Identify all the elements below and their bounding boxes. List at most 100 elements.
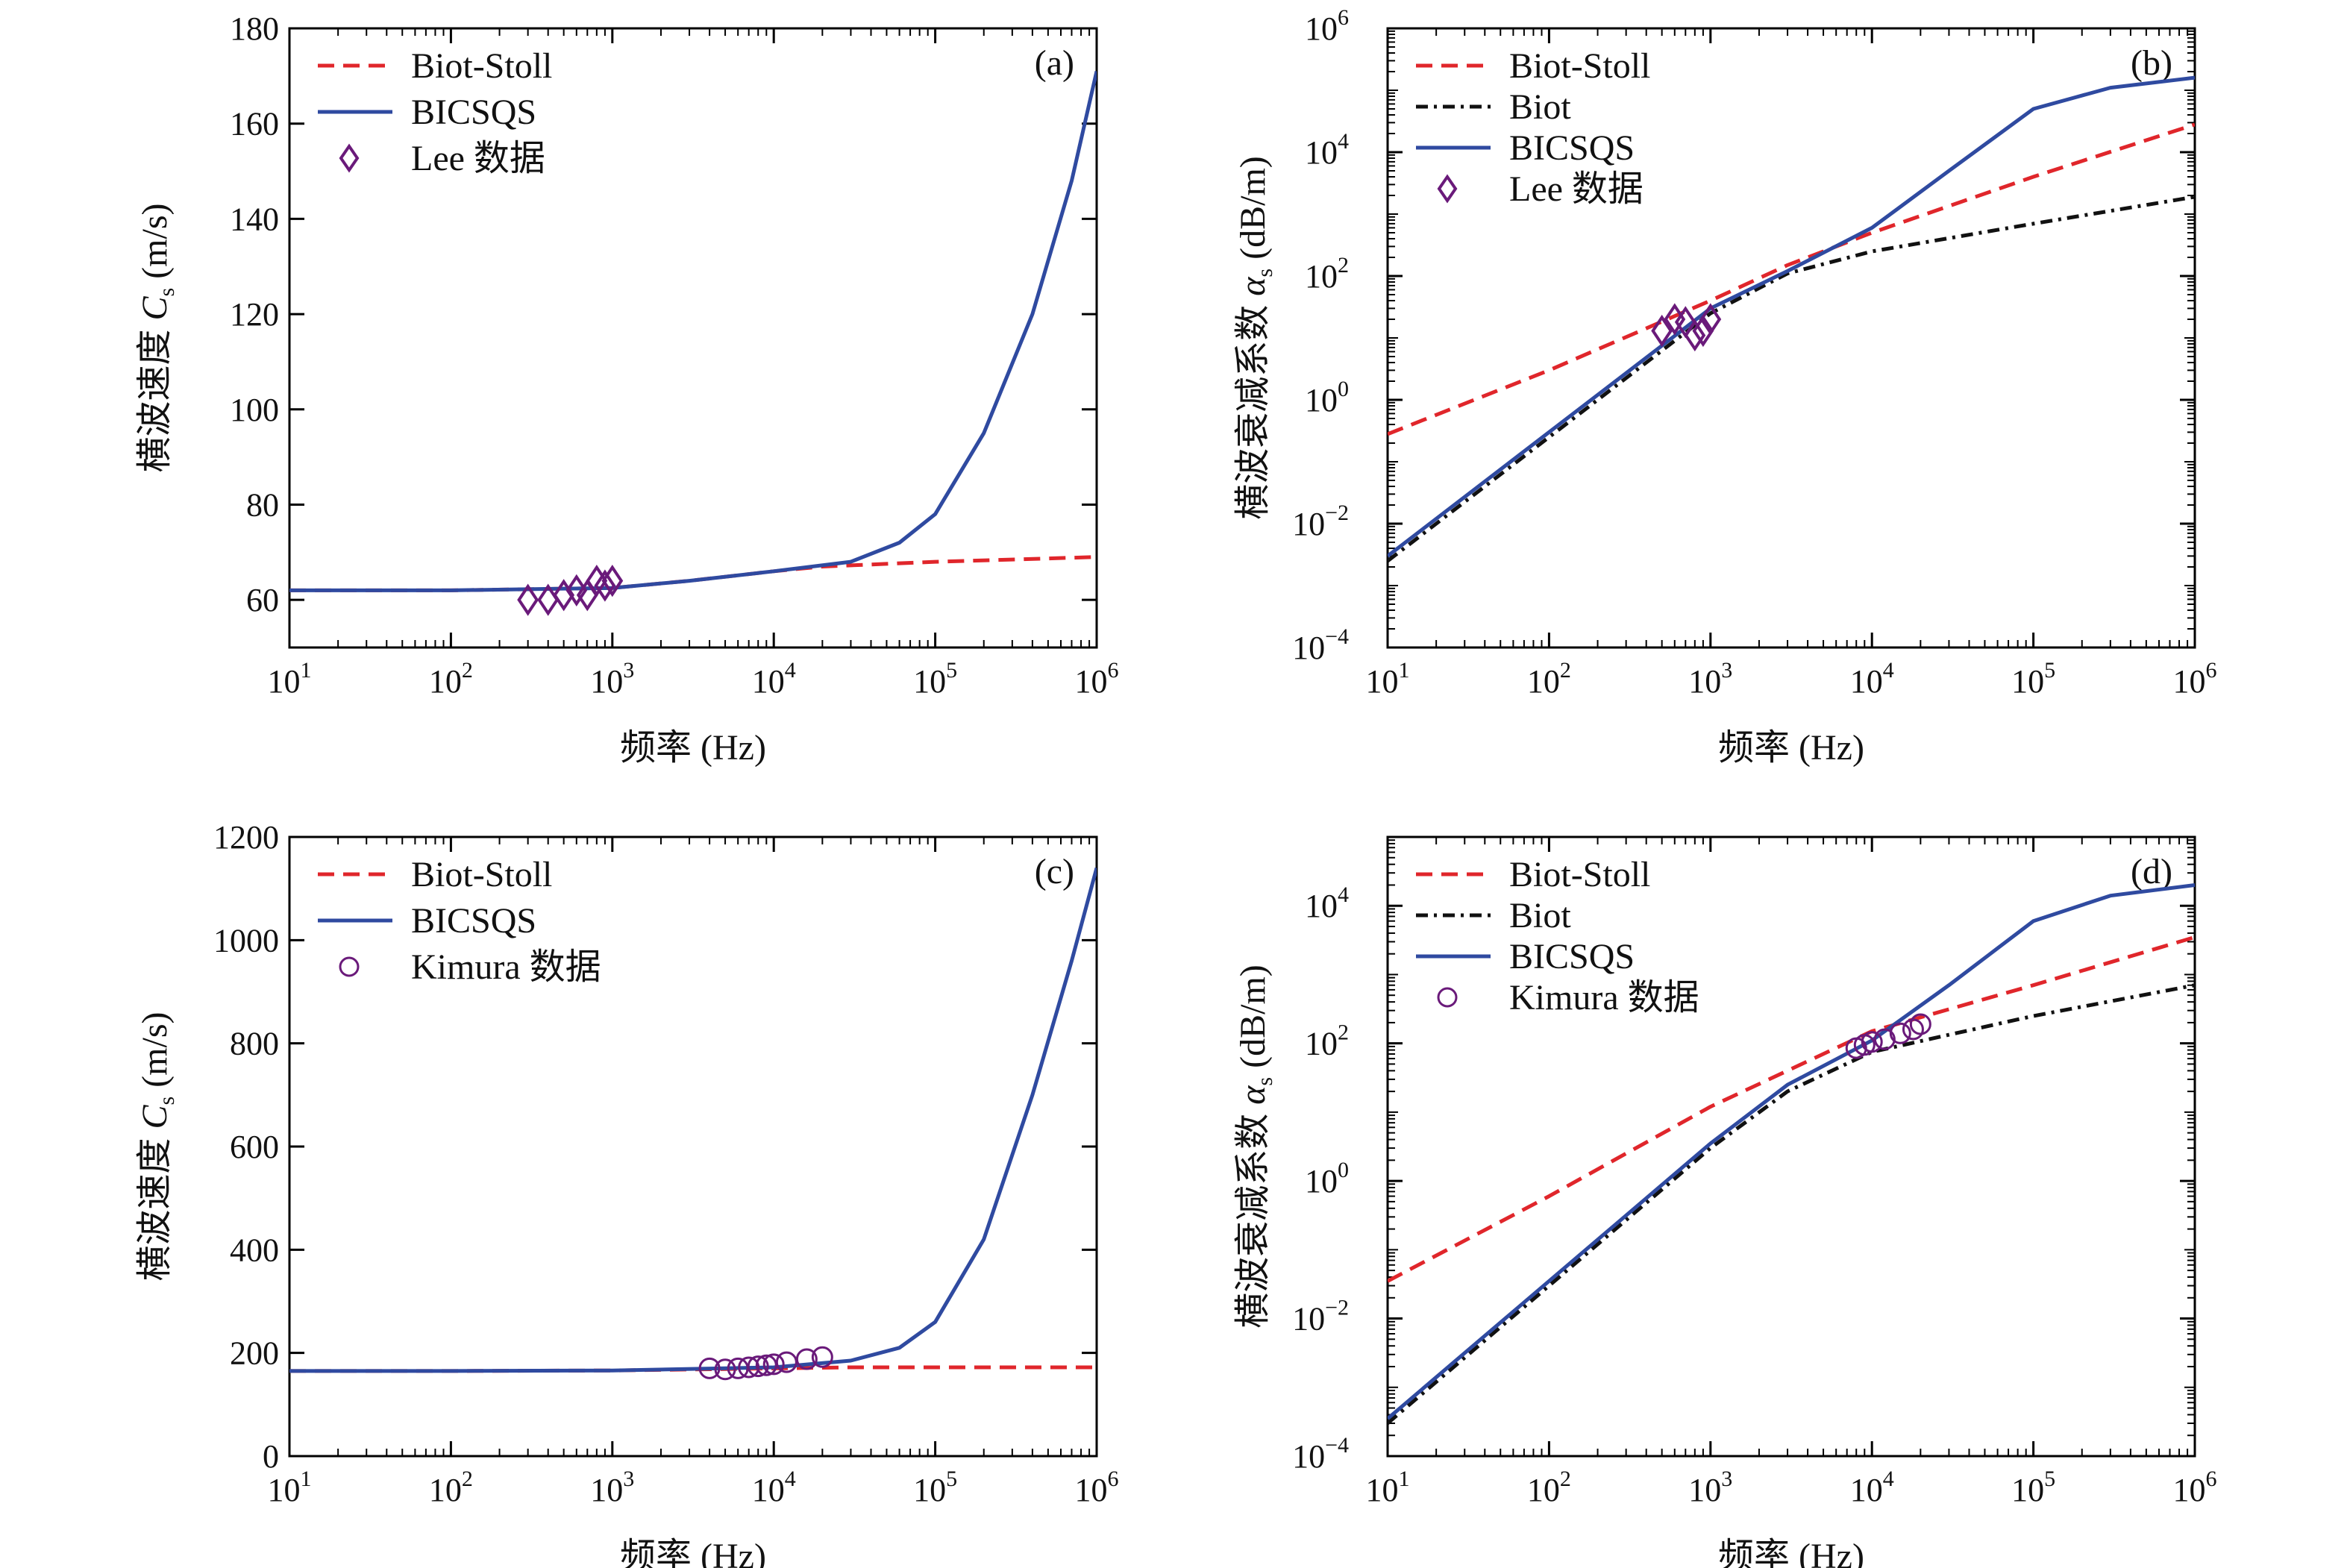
y-tick-base: 120 [230,296,279,333]
legend-label: Biot-Stoll [411,46,552,86]
x-tick-label: 104 [1850,658,1894,700]
series-line-biot [1388,195,2195,562]
x-tick-exponent: 4 [785,1467,796,1491]
x-tick-label: 101 [268,658,312,700]
data-marker [1651,314,1673,348]
y-axis-label: 横波速度 Cs (m/s) [135,1012,179,1281]
y-tick-base: 1200 [213,819,279,856]
panel-c: 101 102 103 104 105 106020040060080010001200频… [135,819,1119,1568]
y-tick-label: 0 [263,1438,279,1475]
x-tick-exponent: 2 [1560,1467,1571,1491]
y-tick-exponent: 6 [1338,5,1349,30]
y-tick-label: 104 [1305,129,1349,171]
x-tick-base: 10 [1688,663,1721,700]
x-tick-exponent: 5 [2044,658,2055,683]
y-tick-base: 140 [230,201,279,237]
data-marker [1692,314,1714,348]
x-tick-label: 102 [429,1467,473,1508]
x-tick-exponent: 1 [301,1467,312,1491]
panel-label: (a) [1035,43,1074,83]
y-axis-label-subscript: s [1253,269,1277,277]
x-tick-label: 104 [752,658,796,700]
y-tick-base: 10 [1305,134,1338,171]
y-axis-label-main: 横波速度 [135,1129,175,1282]
x-tick-base: 10 [1366,663,1399,700]
legend-label: Biot-Stoll [411,855,552,894]
plot-frame [1386,835,2196,1458]
y-tick-base: 10 [1305,1163,1338,1199]
y-tick-exponent: 0 [1338,1158,1349,1182]
data-marker [1699,303,1722,336]
y-tick-base: 600 [230,1129,279,1165]
y-tick-exponent: −2 [1325,1296,1349,1320]
x-tick-exponent: 1 [1399,658,1410,683]
x-tick-exponent: 4 [785,658,796,683]
y-tick-label: 180 [230,10,279,47]
data-marker [795,1348,818,1370]
data-marker [553,579,575,612]
legend-label: BICSQS [1509,128,1635,168]
y-tick-label: 800 [230,1026,279,1062]
panel-b: 101 102 103 104 105 10610−410−2100102104106频率… [1233,5,2217,768]
legend-swatch [1437,174,1458,204]
x-tick-label: 101 [1366,658,1410,700]
y-tick-label: 60 [246,582,279,618]
y-axis-label-symbol: C [135,296,175,321]
x-tick-base: 10 [429,663,462,700]
y-tick-label: 10−4 [1292,624,1349,666]
y-axis-label-symbol: α [1233,1085,1273,1105]
x-tick-base: 10 [1075,1472,1108,1508]
legend-swatch [339,956,360,977]
x-tick-exponent: 1 [301,658,312,683]
data-marker [517,583,539,616]
legend-label: Biot [1509,896,1571,935]
x-tick-exponent: 6 [1108,658,1119,683]
y-tick-exponent: −4 [1325,1433,1349,1458]
y-axis-label-main: 横波速度 [135,321,175,473]
y-tick-label: 10−4 [1292,1433,1349,1475]
x-tick-base: 10 [429,1472,462,1508]
series-group [289,867,1097,1373]
x-tick-base: 10 [1850,663,1883,700]
series-line-biot-stoll [1388,122,2195,436]
series-line-biot-stoll [289,555,1097,592]
y-tick-base: 10 [1305,10,1338,47]
legend-label: BICSQS [411,901,536,941]
y-tick-label: 100 [1305,1158,1349,1199]
x-tick-exponent: 6 [1108,1467,1119,1491]
y-tick-base: 0 [263,1438,279,1475]
y-tick-label: 600 [230,1129,279,1165]
x-tick-base: 10 [590,663,623,700]
x-tick-base: 10 [913,663,946,700]
panel-label: (d) [2131,852,2172,891]
x-tick-exponent: 2 [462,658,473,683]
x-tick-label: 103 [1688,1467,1732,1508]
y-tick-exponent: 2 [1338,253,1349,277]
data-marker [565,574,588,606]
data-marker [594,569,616,602]
x-tick-label: 106 [1075,658,1119,700]
y-axis-label-subscript: s [154,1097,179,1106]
x-tick-exponent: 2 [1560,658,1571,683]
y-tick-label: 400 [230,1232,279,1268]
y-tick-label: 104 [1305,882,1349,924]
y-tick-label: 100 [230,392,279,428]
y-axis-label-subscript: s [154,288,179,297]
x-tick-label: 103 [590,658,634,700]
data-marker [762,1353,785,1376]
y-axis-label-main: 横波衰减系数 [1233,1105,1273,1329]
x-tick-label: 102 [1527,658,1571,700]
legend-label: Biot-Stoll [1509,46,1650,86]
x-tick-label: 104 [752,1467,796,1508]
y-tick-base: 10 [1305,258,1338,295]
x-axis-label: 频率 (Hz) [1718,1537,1864,1568]
x-tick-label: 106 [1075,1467,1119,1508]
x-tick-base: 10 [1075,663,1108,700]
x-tick-label: 104 [1850,1467,1894,1508]
x-tick-label: 105 [2011,1467,2055,1508]
y-tick-exponent: 0 [1338,377,1349,401]
x-tick-base: 10 [2173,663,2206,700]
legend-label: Biot-Stoll [1509,855,1650,894]
data-marker [1861,1031,1883,1053]
x-tick-base: 10 [752,1472,785,1508]
